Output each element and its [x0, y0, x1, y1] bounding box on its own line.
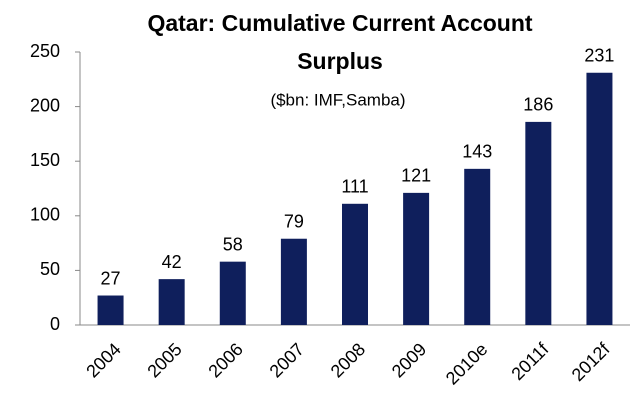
value-label: 58	[223, 234, 243, 254]
x-tick-label: 2008	[327, 339, 369, 381]
y-tick-label: 250	[30, 41, 60, 61]
x-tick-label: 2009	[388, 339, 430, 381]
bar	[280, 238, 307, 325]
bar	[158, 279, 185, 325]
value-label: 143	[462, 142, 492, 162]
bar	[403, 192, 430, 325]
value-label: 42	[162, 252, 182, 272]
y-tick-label: 0	[50, 314, 60, 334]
x-tick-label: 2011f	[507, 338, 553, 384]
x-tick-label: 2010e	[442, 339, 492, 389]
chart-subtitle: ($bn: IMF,Samba)	[270, 90, 405, 109]
bar	[525, 121, 552, 325]
value-label: 121	[401, 166, 431, 186]
y-tick-label: 150	[30, 150, 60, 170]
bar	[97, 295, 124, 325]
bar	[464, 168, 491, 325]
value-label: 231	[584, 45, 614, 65]
bar	[586, 72, 613, 325]
x-tick-label: 2005	[143, 339, 185, 381]
x-tick-label: 2012f	[568, 338, 615, 385]
y-tick-label: 100	[30, 205, 60, 225]
x-tick-label: 2006	[205, 339, 247, 381]
value-label: 186	[523, 95, 553, 115]
bar	[219, 261, 246, 325]
value-label: 79	[284, 211, 304, 231]
y-tick-label: 200	[30, 95, 60, 115]
x-tick-label: 2004	[82, 339, 124, 381]
bar	[342, 203, 368, 325]
chart-title: Qatar: Cumulative Current Account Surplu…	[147, 10, 533, 74]
y-tick-label: 50	[40, 259, 60, 279]
value-label: 111	[341, 177, 368, 197]
x-tick-label: 2007	[266, 339, 308, 381]
value-label: 27	[101, 268, 121, 288]
